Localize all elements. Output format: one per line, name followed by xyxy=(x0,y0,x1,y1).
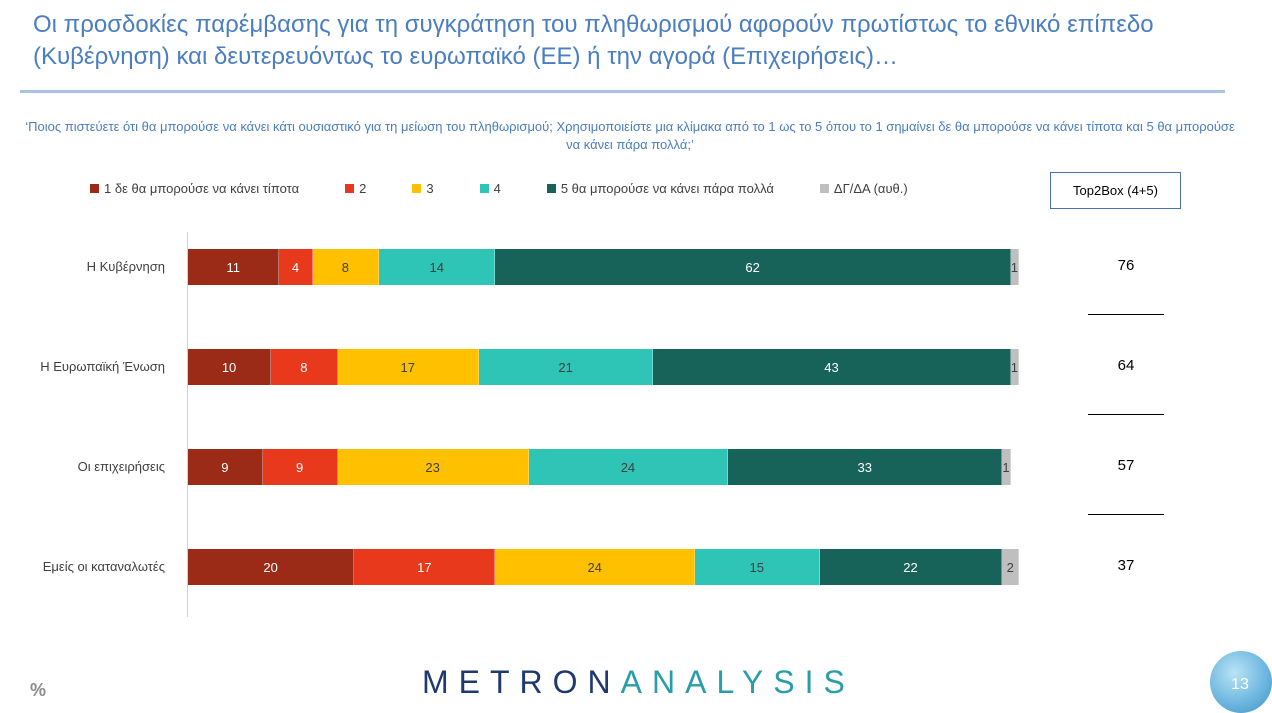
brand-logo: METRONANALYSIS xyxy=(422,664,855,704)
legend-entry: 2 xyxy=(345,181,366,196)
bar-segment: 9 xyxy=(262,449,338,485)
bar-segment: 9 xyxy=(188,449,263,485)
category-label: Εμείς οι καταναλωτές xyxy=(42,559,165,574)
bar-segment: 43 xyxy=(653,349,1011,385)
data-label: 8 xyxy=(341,259,349,275)
top2box-value: 57 xyxy=(1117,457,1135,474)
bar-segment: 8 xyxy=(271,349,338,385)
data-label: 9 xyxy=(221,459,229,475)
category-label: Η Ευρωπαϊκή Ένωση xyxy=(40,359,165,374)
top2box-header: Top2Box (4+5) xyxy=(1050,172,1181,209)
legend-swatch xyxy=(90,183,99,193)
bar-segment: 15 xyxy=(694,549,820,585)
bar-row: 10 8 17 21 43 1 xyxy=(188,349,1019,385)
legend-swatch xyxy=(479,183,489,193)
data-label: 1 xyxy=(1002,459,1010,475)
legend-entry: 5 θα μπορούσε να κάνει πάρα πολλά xyxy=(546,180,774,196)
brand-logo-part1: METRON xyxy=(422,664,621,700)
data-label: 62 xyxy=(745,259,760,275)
bar-segment: 4 xyxy=(279,249,313,285)
bar-segment: 14 xyxy=(379,249,496,285)
legend-swatch xyxy=(546,183,556,193)
legend-label: ΔΓ/ΔΑ (αυθ.) xyxy=(833,180,908,196)
legend-label: 2 xyxy=(359,180,367,196)
bar-segment: 8 xyxy=(312,249,380,285)
bar-row: 9 9 23 24 33 1 xyxy=(188,449,1019,485)
bar-segment: 22 xyxy=(819,549,1003,585)
data-label: 24 xyxy=(620,459,636,475)
brand-logo-part2: ANALYSIS xyxy=(620,664,855,700)
bar-segment: 24 xyxy=(495,549,695,585)
top2box-value: 64 xyxy=(1117,357,1135,374)
data-label: 23 xyxy=(425,459,440,475)
top2box-value: 76 xyxy=(1117,257,1135,274)
bar-segment: 20 xyxy=(188,549,355,585)
data-label: 20 xyxy=(263,559,278,575)
bar-segment: 33 xyxy=(728,449,1003,485)
data-label: 15 xyxy=(749,559,764,575)
legend-label: 1 δε θα μπορούσε να κάνει τίποτα xyxy=(104,180,300,196)
data-label: 1 xyxy=(1010,259,1018,275)
legend-label: 4 xyxy=(493,180,501,196)
category-axis-line xyxy=(187,232,188,617)
survey-question: ‘Ποιος πιστεύετε ότι θα μπορούσε να κάνε… xyxy=(25,119,1235,152)
data-label: 10 xyxy=(221,359,237,375)
legend-entry: 3 xyxy=(412,180,434,196)
category-label: Οι επιχειρήσεις xyxy=(77,459,165,474)
bar-segment: 21 xyxy=(478,349,654,385)
percent-icon: % xyxy=(30,680,47,700)
bar-segment: 17 xyxy=(337,349,479,385)
bar-segment: 62 xyxy=(495,249,1011,285)
bar-segment: 1 xyxy=(1010,349,1019,385)
bar-segment: 1 xyxy=(1002,449,1011,485)
data-label: 2 xyxy=(1006,559,1014,575)
data-label: 17 xyxy=(417,559,432,575)
chart-legend: 1 δε θα μπορούσε να κάνει τίποτα 2 3 4 5 θα … xyxy=(90,178,954,198)
bar-segment: 11 xyxy=(188,249,280,285)
data-label: 17 xyxy=(400,359,415,375)
legend-swatch xyxy=(819,183,829,193)
data-label: 21 xyxy=(558,359,573,375)
data-label: 43 xyxy=(824,359,839,375)
top2box-separator xyxy=(1088,414,1164,415)
bar-segment: 10 xyxy=(188,349,272,385)
bar-row: 11 4 8 14 62 1 xyxy=(188,249,1019,285)
data-label: 4 xyxy=(291,259,300,275)
top2box-value: 37 xyxy=(1117,557,1135,574)
legend-swatch xyxy=(345,183,355,193)
category-label: Η Κυβέρνηση xyxy=(86,259,165,274)
bar-segment: 24 xyxy=(528,449,729,485)
data-label: 33 xyxy=(857,459,872,475)
data-label: 9 xyxy=(296,459,304,475)
legend-swatch xyxy=(412,183,422,193)
data-label: 1 xyxy=(1010,359,1018,375)
top2box-separator xyxy=(1088,514,1164,515)
top2box-separator xyxy=(1088,314,1164,315)
slide-title: Οι προσδοκίες παρέμβασης για τη συγκράτη… xyxy=(33,11,1154,70)
bar-segment: 23 xyxy=(337,449,529,485)
data-label: 24 xyxy=(587,559,602,575)
page-number-badge: 13 xyxy=(1210,651,1272,713)
title-divider xyxy=(20,90,1225,93)
page-number: 13 xyxy=(1231,676,1249,693)
data-label: 22 xyxy=(903,559,918,575)
bar-segment: 1 xyxy=(1010,249,1019,285)
legend-label: 3 xyxy=(426,180,434,196)
legend-entry: ΔΓ/ΔΑ (αυθ.) xyxy=(819,180,908,196)
data-label: 8 xyxy=(300,359,308,375)
legend-label: 5 θα μπορούσε να κάνει πάρα πολλά xyxy=(560,180,774,196)
bar-row: 20 17 24 15 22 2 xyxy=(188,549,1019,585)
data-label: 11 xyxy=(226,259,240,275)
legend-entry: 4 xyxy=(479,180,501,196)
legend-entry: 1 δε θα μπορούσε να κάνει τίποτα xyxy=(90,181,299,196)
bar-segment: 17 xyxy=(354,549,496,585)
bar-segment: 2 xyxy=(1002,549,1019,585)
data-label: 14 xyxy=(429,259,445,275)
